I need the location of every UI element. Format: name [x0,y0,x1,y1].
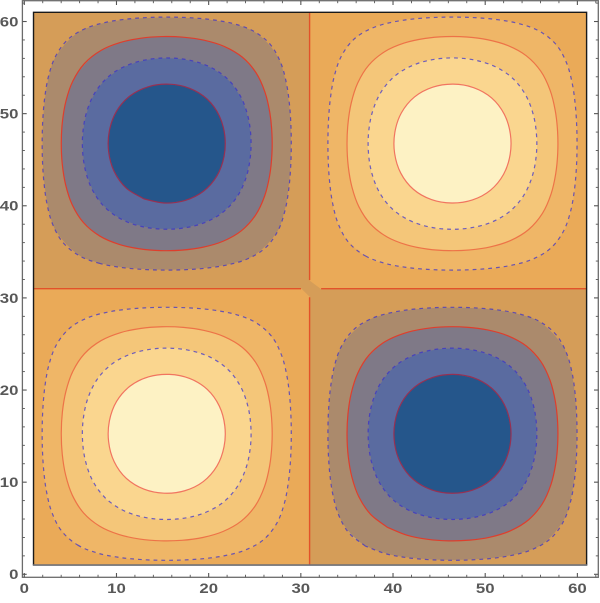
svg-text:0: 0 [20,581,29,596]
svg-text:40: 40 [0,199,19,214]
svg-text:10: 10 [0,475,19,490]
svg-text:0: 0 [9,567,18,582]
svg-text:20: 20 [0,383,19,398]
svg-text:60: 60 [568,581,587,596]
svg-text:60: 60 [0,15,19,30]
svg-text:50: 50 [0,107,19,122]
svg-text:10: 10 [107,581,126,596]
svg-text:50: 50 [476,581,495,596]
svg-text:30: 30 [0,291,19,306]
svg-text:40: 40 [384,581,403,596]
svg-text:30: 30 [291,581,310,596]
svg-text:20: 20 [199,581,218,596]
